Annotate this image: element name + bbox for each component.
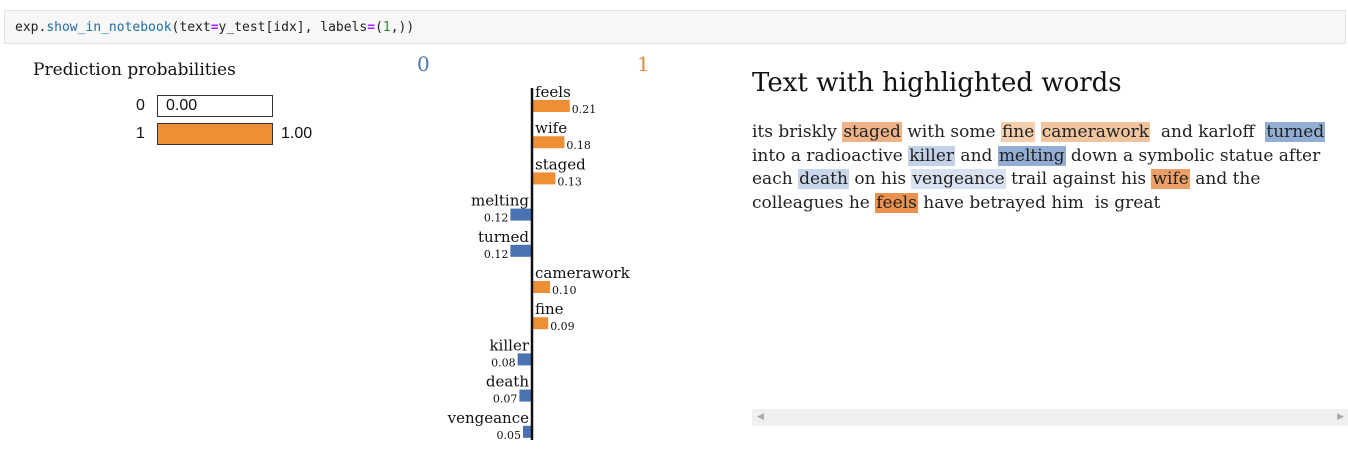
scroll-right-arrow-icon[interactable]: ▶ <box>1337 412 1344 422</box>
prediction-probabilities-title: Prediction probabilities <box>33 60 236 80</box>
code-equals-2: = <box>367 20 376 35</box>
feature-label-killer: killer <box>489 336 529 354</box>
feature-label-fine: fine <box>535 300 564 318</box>
scroll-left-arrow-icon[interactable]: ◀ <box>757 412 764 422</box>
bar-wife <box>532 136 565 149</box>
bar-melting <box>510 208 532 221</box>
value-label-turned: 0.12 <box>484 248 509 261</box>
text-segment: its briskly <box>752 122 843 142</box>
highlighted-word-melting: melting <box>997 145 1066 166</box>
value-label-death: 0.07 <box>493 393 518 406</box>
highlighted-word-killer: killer <box>908 145 956 166</box>
text-segment: on his <box>848 169 912 189</box>
feature-label-vengeance: vengeance <box>447 409 529 427</box>
feature-label-death: death <box>486 373 529 391</box>
prob-row-label-0: 0 <box>136 97 145 114</box>
prob-bar-0: 0.00 <box>157 95 273 117</box>
class-header-positive: 1 <box>637 52 650 76</box>
text-segment: with some <box>901 122 1001 142</box>
prob-row-label-1: 1 <box>136 125 145 142</box>
text-segment: have betrayed him is great <box>917 192 1161 213</box>
highlighted-text-title: Text with highlighted words <box>752 68 1122 98</box>
text-segment: down a symbolic statue after each <box>752 145 1326 190</box>
bar-vengeance <box>523 425 532 438</box>
bar-killer <box>517 353 532 366</box>
prob-value-1: 1.00 <box>281 125 313 142</box>
code-cell[interactable]: exp.show_in_notebook(text=y_test[idx], l… <box>4 10 1346 44</box>
code-arg1-name: text <box>179 20 211 35</box>
highlighted-text-body: its briskly staged with some fine camera… <box>752 121 1342 215</box>
code-arg2-open: ( <box>375 20 383 35</box>
prob-bar-1 <box>157 123 273 145</box>
highlighted-word-feels: feels <box>875 192 918 213</box>
code-arg2-name: labels <box>320 20 368 35</box>
horizontal-scrollbar[interactable]: ◀ ▶ <box>752 409 1348 426</box>
prob-value-0: 0.00 <box>166 97 198 114</box>
bar-staged <box>532 172 556 185</box>
text-segment: and <box>955 145 998 166</box>
bar-camerawork <box>532 281 550 293</box>
bar-feels <box>532 100 570 112</box>
code-line[interactable]: exp.show_in_notebook(text=y_test[idx], l… <box>15 20 414 35</box>
highlighted-word-camerawork: camerawork <box>1040 122 1151 142</box>
text-segment: and the colleagues he <box>752 169 1266 213</box>
feature-label-camerawork: camerawork <box>535 264 631 282</box>
code-paren-close: ) <box>406 20 415 35</box>
text-segment <box>1035 122 1040 142</box>
value-label-staged: 0.13 <box>557 175 582 188</box>
code-paren-open: ( <box>171 20 180 35</box>
highlighted-word-death: death <box>798 169 849 189</box>
feature-label-turned: turned <box>478 228 529 246</box>
bar-death <box>519 389 532 402</box>
value-label-vengeance: 0.05 <box>497 429 522 440</box>
value-label-camerawork: 0.10 <box>552 284 577 297</box>
code-arg2-number: 1 <box>382 20 391 35</box>
highlighted-word-fine: fine <box>1000 122 1036 142</box>
text-segment: trail against his <box>1005 169 1152 189</box>
value-label-fine: 0.09 <box>550 320 575 333</box>
code-arg2-close: ,) <box>390 20 407 35</box>
feature-label-feels: feels <box>535 84 571 101</box>
highlighted-word-staged: staged <box>842 122 902 142</box>
code-comma: , <box>304 20 321 35</box>
highlighted-word-wife: wife <box>1151 169 1190 189</box>
highlighted-word-vengeance: vengeance <box>911 169 1006 189</box>
feature-label-melting: melting <box>471 192 529 210</box>
code-equals-1: = <box>210 20 219 35</box>
value-label-wife: 0.18 <box>566 139 591 152</box>
text-segment: and karloff <box>1150 122 1266 142</box>
feature-label-wife: wife <box>535 119 567 137</box>
code-dot: . <box>38 20 47 35</box>
value-label-melting: 0.12 <box>484 212 509 225</box>
class-header-negative: 0 <box>417 52 430 76</box>
code-method: show_in_notebook <box>46 20 172 35</box>
value-label-killer: 0.08 <box>491 356 515 369</box>
prob-bar-fill-1 <box>158 124 272 144</box>
value-label-feels: 0.21 <box>572 103 597 116</box>
bar-fine <box>532 317 549 330</box>
text-segment: into a radioactive <box>752 122 1331 166</box>
code-arg1-value: y_test[idx] <box>218 20 305 35</box>
code-object: exp <box>15 20 39 35</box>
highlighted-word-turned: turned <box>1265 122 1326 142</box>
bar-turned <box>510 244 532 257</box>
feature-label-staged: staged <box>535 155 586 173</box>
